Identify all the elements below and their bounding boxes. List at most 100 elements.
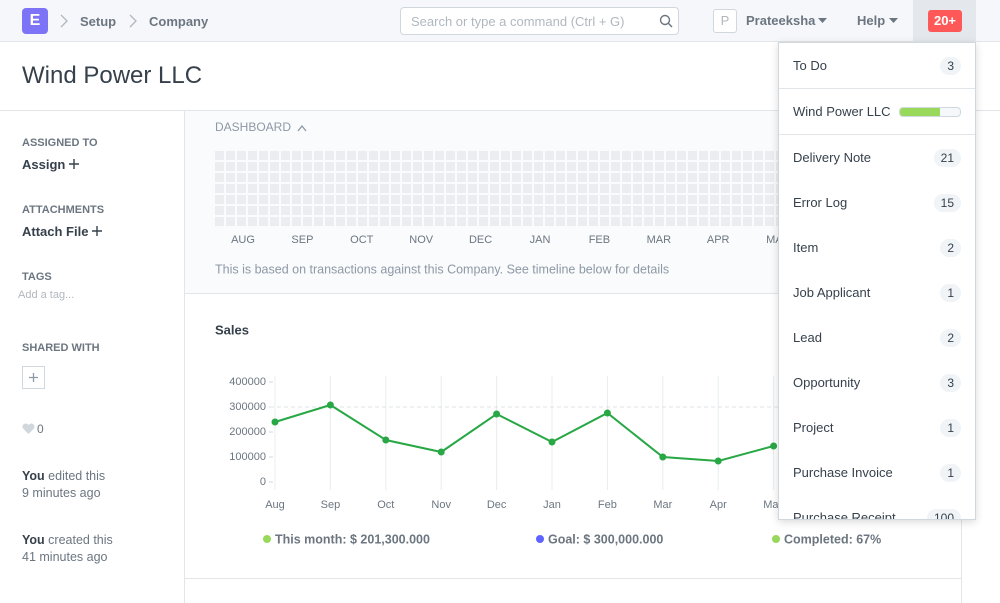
help-menu[interactable]: Help (857, 13, 885, 28)
heatmap-cell (534, 195, 543, 204)
dropdown-item[interactable]: Opportunity3 (779, 360, 975, 405)
item-label: To Do (793, 58, 827, 73)
heatmap-cell (237, 195, 246, 204)
heatmap-cell (512, 206, 521, 215)
heatmap-cell (292, 184, 301, 193)
heatmap-cell (325, 195, 334, 204)
item-label: Purchase Invoice (793, 465, 893, 480)
heatmap-cell (479, 206, 488, 215)
item-count: 2 (940, 329, 961, 347)
sidebar-heading: SHARED WITH (22, 342, 100, 354)
breadcrumb[interactable]: Setup (80, 14, 116, 29)
heart-icon[interactable] (22, 423, 35, 435)
data-point (493, 411, 500, 418)
dropdown-item[interactable]: Error Log15 (779, 180, 975, 225)
dropdown-item[interactable]: Job Applicant1 (779, 270, 975, 315)
heatmap-cell (259, 206, 268, 215)
heatmap-cell (446, 217, 455, 226)
heatmap-cell (578, 162, 587, 171)
heatmap-cell (545, 173, 554, 182)
heatmap-cell (336, 173, 345, 182)
timeline-entry: You created this41 minutes ago (22, 532, 113, 566)
heatmap-cell (457, 162, 466, 171)
heatmap-cell (567, 184, 576, 193)
heatmap-cell (754, 151, 763, 160)
heatmap-month: JAN (530, 234, 551, 246)
heatmap-cell (677, 195, 686, 204)
dropdown-item[interactable]: To Do3 (779, 43, 975, 89)
dashboard-note: This is based on transactions against th… (215, 262, 669, 276)
heatmap-cell (699, 217, 708, 226)
heatmap-cell (424, 217, 433, 226)
heatmap-cell (611, 162, 620, 171)
heatmap-cell (435, 151, 444, 160)
heatmap-cell (413, 217, 422, 226)
heatmap-cell (226, 217, 235, 226)
data-point (327, 402, 334, 409)
tag-input[interactable]: Add a tag... (18, 289, 74, 301)
heatmap-cell (303, 184, 312, 193)
avatar[interactable]: P (713, 9, 737, 33)
dropdown-item[interactable]: Wind Power LLC (779, 89, 975, 135)
dropdown-item[interactable]: Project1 (779, 405, 975, 450)
dropdown-item[interactable]: Purchase Receipt100 (779, 495, 975, 520)
heatmap-cell (754, 173, 763, 182)
heatmap-cell (754, 162, 763, 171)
heatmap-cell (424, 151, 433, 160)
heatmap-cell (281, 162, 290, 171)
heatmap-cell (380, 151, 389, 160)
attach-label[interactable]: Attach File (22, 224, 88, 239)
heatmap-cell (490, 162, 499, 171)
heatmap-cell (545, 217, 554, 226)
attach-action[interactable]: Attach File (22, 224, 102, 239)
heatmap-cell (589, 206, 598, 215)
x-tick-label: Mar (653, 499, 672, 511)
dropdown-item[interactable]: Purchase Invoice1 (779, 450, 975, 495)
heatmap-cell (765, 162, 774, 171)
heatmap-cell (292, 173, 301, 182)
dropdown-item[interactable]: Lead2 (779, 315, 975, 360)
timeline-action: edited this (48, 469, 105, 483)
heatmap-cell (710, 162, 719, 171)
dropdown-item[interactable]: Item2 (779, 225, 975, 270)
heatmap-cell (600, 206, 609, 215)
dashboard-heading[interactable]: DASHBOARD (215, 120, 291, 134)
heatmap-cell (248, 151, 257, 160)
timeline-when: 41 minutes ago (22, 550, 107, 564)
heatmap-cell (270, 195, 279, 204)
breadcrumb[interactable]: Company (149, 14, 208, 29)
assign-action[interactable]: Assign (22, 157, 79, 172)
search-box[interactable]: Search or type a command (Ctrl + G) (400, 7, 679, 35)
heatmap-cell (743, 151, 752, 160)
heatmap-cell (336, 184, 345, 193)
navbar: E Setup Company Search or type a command… (0, 0, 1000, 42)
heatmap-cell (358, 217, 367, 226)
heatmap-cell (688, 184, 697, 193)
heatmap-cell (534, 184, 543, 193)
heatmap-cell (578, 206, 587, 215)
heatmap-cell (732, 184, 741, 193)
heatmap-cell (413, 151, 422, 160)
item-label: Purchase Receipt (793, 510, 896, 520)
heatmap-cell (490, 151, 499, 160)
share-button[interactable] (22, 366, 46, 390)
heatmap-cell (347, 206, 356, 215)
timeline-when: 9 minutes ago (22, 486, 101, 500)
heatmap-cell (512, 162, 521, 171)
heatmap-month: MAR (647, 234, 672, 246)
item-label: Opportunity (793, 375, 860, 390)
heatmap-cell (402, 206, 411, 215)
notifications-dropdown: To Do3Wind Power LLCDelivery Note21Error… (778, 42, 976, 520)
summary-label: Completed: 67% (784, 532, 881, 546)
heatmap-cell (237, 184, 246, 193)
logo[interactable]: E (22, 8, 48, 34)
heatmap-cell (479, 151, 488, 160)
dropdown-item[interactable]: Delivery Note21 (779, 135, 975, 180)
heatmap-cell (380, 162, 389, 171)
heatmap-cell (743, 184, 752, 193)
heatmap-cell (743, 195, 752, 204)
user-menu[interactable]: Prateeksha (746, 13, 815, 28)
assign-label[interactable]: Assign (22, 157, 65, 172)
notifications-tab[interactable]: 20+ (913, 0, 976, 42)
